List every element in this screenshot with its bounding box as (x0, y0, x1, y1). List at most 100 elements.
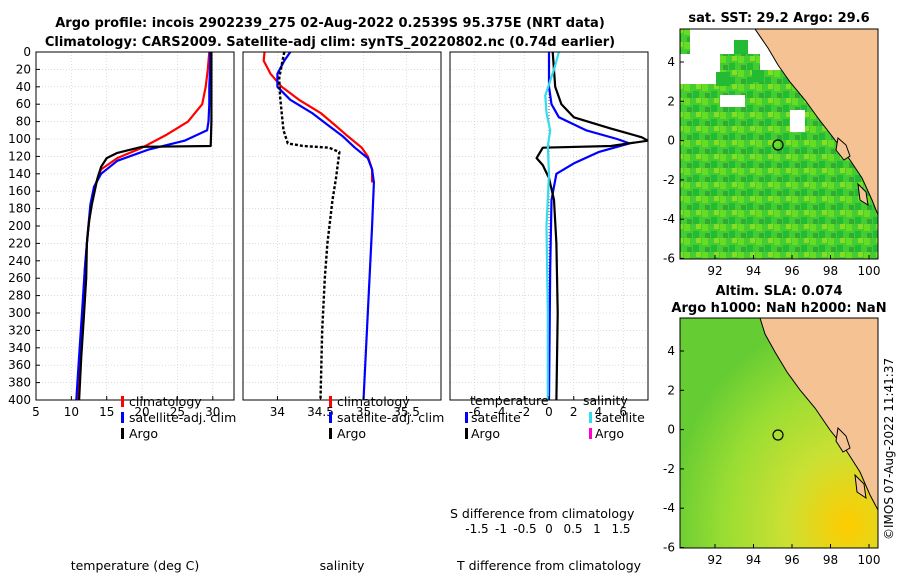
depth-tick-label: 340 (8, 341, 31, 355)
island (835, 426, 851, 453)
depth-tick-label: 240 (8, 254, 31, 268)
difference-series (535, 52, 648, 400)
series-line-s-satellite (544, 52, 560, 400)
difference-xlabel: T difference from climatology (456, 558, 642, 573)
temperature-xlabel: temperature (deg C) (71, 558, 200, 573)
salinity-xlabel: salinity (320, 558, 365, 573)
x-tick-label: 34 (270, 405, 285, 419)
sst-map-panel: sat. SST: 29.2 Argo: 29.6 92 94 96 98 100 (663, 11, 880, 278)
temperature-series (75, 52, 213, 400)
legend-s-satellite-swatch (589, 412, 592, 423)
series-line-t-argo (535, 52, 648, 400)
series-line-argo (78, 52, 213, 400)
figure-title-line2: Climatology: CARS2009. Satellite-adj cli… (45, 35, 615, 50)
series-line-satellite-adj-clim (75, 52, 212, 400)
s-diff-tick-label: 1 (593, 522, 601, 536)
depth-tick-label: 260 (8, 271, 31, 285)
s-diff-tick-label: 1.5 (611, 522, 630, 536)
legend-climatology-swatch (121, 396, 124, 407)
sst-map-frame (679, 28, 879, 260)
figure-title-line1: Argo profile: incois 2902239_275 02-Aug-… (55, 16, 605, 31)
x-tick-label: 10 (64, 405, 79, 419)
legend-s-argo-swatch (589, 428, 592, 439)
legend-climatology-swatch (329, 396, 332, 407)
salinity-x-ticks: 34 34.5 35 35.5 (270, 396, 420, 419)
s-diff-tick-label: -0.5 (513, 522, 536, 536)
x-tick-label: -4 (494, 405, 506, 419)
depth-tick-label: 360 (8, 358, 31, 372)
depth-tick-label: 0 (23, 45, 31, 59)
sst-map-y-ticks: 4 2 0 -2 -4 -6 (663, 55, 684, 266)
sla-map-frame (679, 317, 879, 549)
legend-s-argo-label: Argo (595, 426, 624, 441)
x-tick-label: -2 (518, 405, 530, 419)
argo-location-marker (772, 429, 784, 441)
depth-tick-label: 120 (8, 149, 31, 163)
argo-location-marker (772, 139, 784, 151)
legend-t-argo-swatch (465, 428, 468, 439)
legend-satellite-label: satellite-adj. clim (129, 410, 236, 425)
map-x-tick-label: 100 (858, 553, 881, 567)
map-y-tick-label: 2 (667, 94, 675, 108)
sla-map-panel: Altim. SLA: 0.074 Argo h1000: NaN h2000:… (663, 284, 887, 567)
map-y-tick-label: -4 (663, 212, 675, 226)
depth-tick-label: 140 (8, 167, 31, 181)
temperature-panel: 0 20 40 60 80 100 120 140 160 180 200 220 240 260 280 3… (8, 45, 236, 573)
difference-salinity-xlabel: S difference from climatology (450, 506, 635, 521)
map-y-tick-label: -2 (663, 173, 675, 187)
depth-tick-label: 80 (16, 115, 31, 129)
legend-temperature-title: temperature (470, 393, 549, 408)
map-x-tick-label: 92 (707, 264, 722, 278)
s-diff-tick-label: 0 (545, 522, 553, 536)
map-y-tick-label: 4 (667, 55, 675, 69)
map-y-tick-label: -6 (663, 541, 675, 555)
temperature-depth-ticks: 0 20 40 60 80 100 120 140 160 180 200 220 240 260 280 3… (8, 45, 40, 407)
legend-argo-swatch (121, 428, 124, 439)
map-x-tick-label: 98 (823, 553, 838, 567)
x-tick-label: 2 (570, 405, 578, 419)
difference-legend: temperature salinity satellite Argo sate… (465, 393, 645, 441)
legend-climatology-label: climatology (337, 394, 410, 409)
depth-tick-label: 60 (16, 97, 31, 111)
map-y-tick-label: -6 (663, 252, 675, 266)
depth-tick-label: 200 (8, 219, 31, 233)
series-line-satellite-adj-clim (276, 52, 375, 400)
legend-satellite-label: satellite-adj. clim (337, 410, 444, 425)
legend-argo-label: Argo (129, 426, 158, 441)
x-tick-label: 35 (356, 405, 371, 419)
x-tick-label: 15 (99, 405, 114, 419)
legend-satellite-swatch (121, 412, 124, 423)
map-y-tick-label: 0 (667, 134, 675, 148)
x-tick-label: 20 (134, 405, 149, 419)
sumatra-land (759, 318, 878, 511)
depth-tick-label: 380 (8, 376, 31, 390)
salinity-axes-frame (242, 51, 442, 401)
map-x-tick-label: 98 (823, 264, 838, 278)
map-y-tick-label: -2 (663, 462, 675, 476)
island (835, 137, 851, 161)
map-x-tick-label: 96 (784, 264, 799, 278)
x-tick-label: 4 (595, 405, 603, 419)
x-tick-label: -6 (469, 405, 481, 419)
depth-tick-label: 100 (8, 132, 31, 146)
sst-map-title: sat. SST: 29.2 Argo: 29.6 (688, 11, 869, 26)
legend-salinity-title: salinity (583, 393, 628, 408)
x-tick-label: 5 (32, 405, 40, 419)
depth-tick-label: 320 (8, 323, 31, 337)
s-diff-tick-label: -1.5 (465, 522, 488, 536)
copyright-timestamp: ©IMOS 07-Aug-2022 11:41:37 (882, 358, 896, 540)
sumatra-land (754, 29, 878, 216)
legend-s-satellite-label: satellite (595, 410, 645, 425)
sla-map-y-ticks: 4 2 0 -2 -4 -6 (663, 344, 684, 555)
depth-tick-label: 180 (8, 202, 31, 216)
salinity-legend: climatology satellite-adj. clim Argo (329, 394, 444, 441)
x-tick-label: 6 (619, 405, 627, 419)
x-tick-label: 34.5 (307, 405, 334, 419)
depth-tick-label: 280 (8, 289, 31, 303)
temperature-x-ticks: 5 10 15 20 25 30 (32, 396, 220, 419)
legend-argo-label: Argo (337, 426, 366, 441)
map-y-tick-label: 4 (667, 344, 675, 358)
x-tick-label: 35.5 (393, 405, 420, 419)
legend-argo-swatch (329, 428, 332, 439)
